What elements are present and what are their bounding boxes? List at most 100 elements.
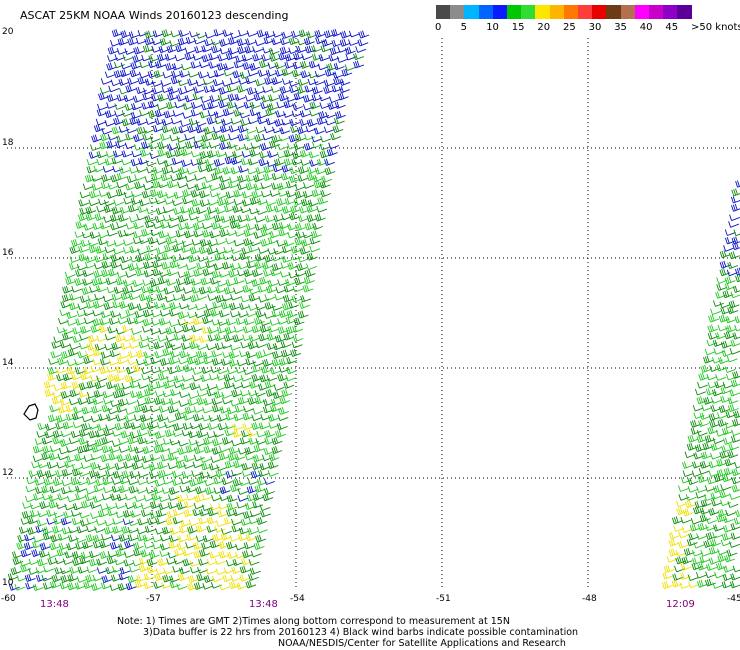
wind-barb bbox=[309, 245, 321, 253]
wind-barb bbox=[189, 560, 201, 567]
wind-barb bbox=[53, 511, 65, 519]
wind-barb bbox=[85, 574, 97, 583]
wind-barb bbox=[715, 332, 726, 340]
wind-barb bbox=[176, 542, 188, 551]
wind-barb bbox=[212, 533, 223, 542]
wind-barb bbox=[687, 574, 699, 582]
wind-barb bbox=[165, 278, 177, 286]
wind-barb bbox=[78, 428, 90, 437]
wind-barb bbox=[92, 358, 104, 366]
wind-barb bbox=[255, 341, 267, 349]
wind-barb bbox=[715, 562, 727, 571]
wind-barb bbox=[244, 95, 256, 102]
wind-barb bbox=[211, 132, 223, 141]
wind-barb bbox=[260, 238, 272, 247]
wind-barb bbox=[143, 183, 154, 191]
wind-barb bbox=[95, 285, 107, 293]
wind-barb bbox=[101, 260, 113, 269]
wind-barb bbox=[105, 381, 117, 390]
wind-barb bbox=[731, 468, 740, 477]
wind-barb bbox=[154, 573, 166, 582]
wind-barb bbox=[61, 468, 73, 477]
latitude-label: 20 bbox=[2, 27, 14, 37]
wind-barb bbox=[245, 350, 257, 359]
wind-barb bbox=[120, 430, 132, 439]
wind-barb bbox=[155, 517, 166, 525]
wind-barb bbox=[237, 262, 249, 270]
wind-barb bbox=[172, 244, 184, 253]
wind-barb bbox=[208, 415, 220, 422]
scale-label: >50 knots bbox=[691, 22, 740, 33]
wind-barb bbox=[124, 540, 135, 549]
wind-barb bbox=[116, 271, 128, 279]
wind-barb bbox=[81, 541, 93, 550]
wind-barb bbox=[215, 469, 227, 478]
wind-barb bbox=[331, 28, 342, 37]
wind-barb bbox=[257, 116, 268, 125]
wind-barb bbox=[722, 515, 734, 524]
wind-barb bbox=[304, 85, 316, 93]
wind-barb bbox=[84, 261, 96, 269]
wind-barb bbox=[169, 575, 180, 583]
wind-barb bbox=[36, 469, 48, 478]
wind-barb bbox=[123, 94, 135, 103]
wind-barb bbox=[334, 101, 346, 109]
wind-barb bbox=[297, 78, 309, 87]
wind-barb bbox=[265, 69, 277, 77]
wind-barb bbox=[139, 149, 151, 157]
wind-barb bbox=[237, 133, 249, 142]
wind-barb bbox=[155, 381, 167, 389]
wind-barb bbox=[115, 414, 127, 422]
wind-barb bbox=[708, 507, 720, 516]
wind-barb bbox=[182, 189, 193, 198]
wind-barb bbox=[297, 174, 309, 182]
wind-barb bbox=[164, 429, 176, 438]
wind-barb bbox=[145, 118, 157, 125]
wind-barb bbox=[124, 48, 136, 55]
wind-barb bbox=[71, 468, 83, 477]
wind-barb bbox=[183, 277, 195, 286]
wind-barb bbox=[249, 149, 260, 158]
wind-barb bbox=[147, 429, 159, 437]
wind-barb bbox=[157, 558, 169, 567]
wind-barb bbox=[285, 278, 296, 287]
wind-barb bbox=[308, 60, 320, 69]
wind-barb bbox=[39, 501, 51, 510]
wind-barb bbox=[182, 112, 194, 119]
wind-barb bbox=[122, 509, 134, 518]
wind-barb bbox=[51, 396, 63, 405]
wind-barb bbox=[324, 167, 336, 176]
wind-barb bbox=[130, 376, 142, 383]
wind-barb bbox=[264, 254, 275, 263]
wind-barb bbox=[699, 514, 711, 523]
wind-barb bbox=[180, 342, 192, 350]
wind-barb bbox=[277, 143, 289, 151]
wind-barb bbox=[109, 214, 121, 223]
wind-barb bbox=[221, 477, 233, 486]
wind-barb bbox=[710, 442, 722, 451]
wind-barb bbox=[76, 310, 88, 318]
wind-barb bbox=[192, 413, 204, 422]
wind-barb bbox=[47, 551, 59, 559]
wind-barb bbox=[103, 205, 115, 214]
wind-barb bbox=[120, 255, 132, 264]
wind-barb bbox=[232, 334, 244, 343]
wind-barb bbox=[169, 39, 181, 47]
wind-barb bbox=[136, 429, 148, 437]
wind-barb bbox=[42, 445, 54, 454]
wind-barb bbox=[170, 343, 182, 351]
wind-barb bbox=[696, 396, 708, 405]
wind-barb bbox=[78, 245, 89, 253]
wind-barb bbox=[235, 221, 247, 230]
wind-barb bbox=[243, 405, 254, 413]
wind-barb bbox=[162, 574, 174, 583]
wind-barb bbox=[138, 237, 150, 245]
wind-barb bbox=[120, 30, 132, 39]
wind-barb bbox=[271, 135, 283, 144]
wind-barb bbox=[296, 126, 308, 135]
wind-barb bbox=[272, 31, 284, 38]
wind-barb bbox=[269, 404, 281, 413]
wind-barb bbox=[56, 326, 68, 334]
wind-barb bbox=[291, 69, 303, 78]
wind-barb bbox=[64, 271, 76, 279]
